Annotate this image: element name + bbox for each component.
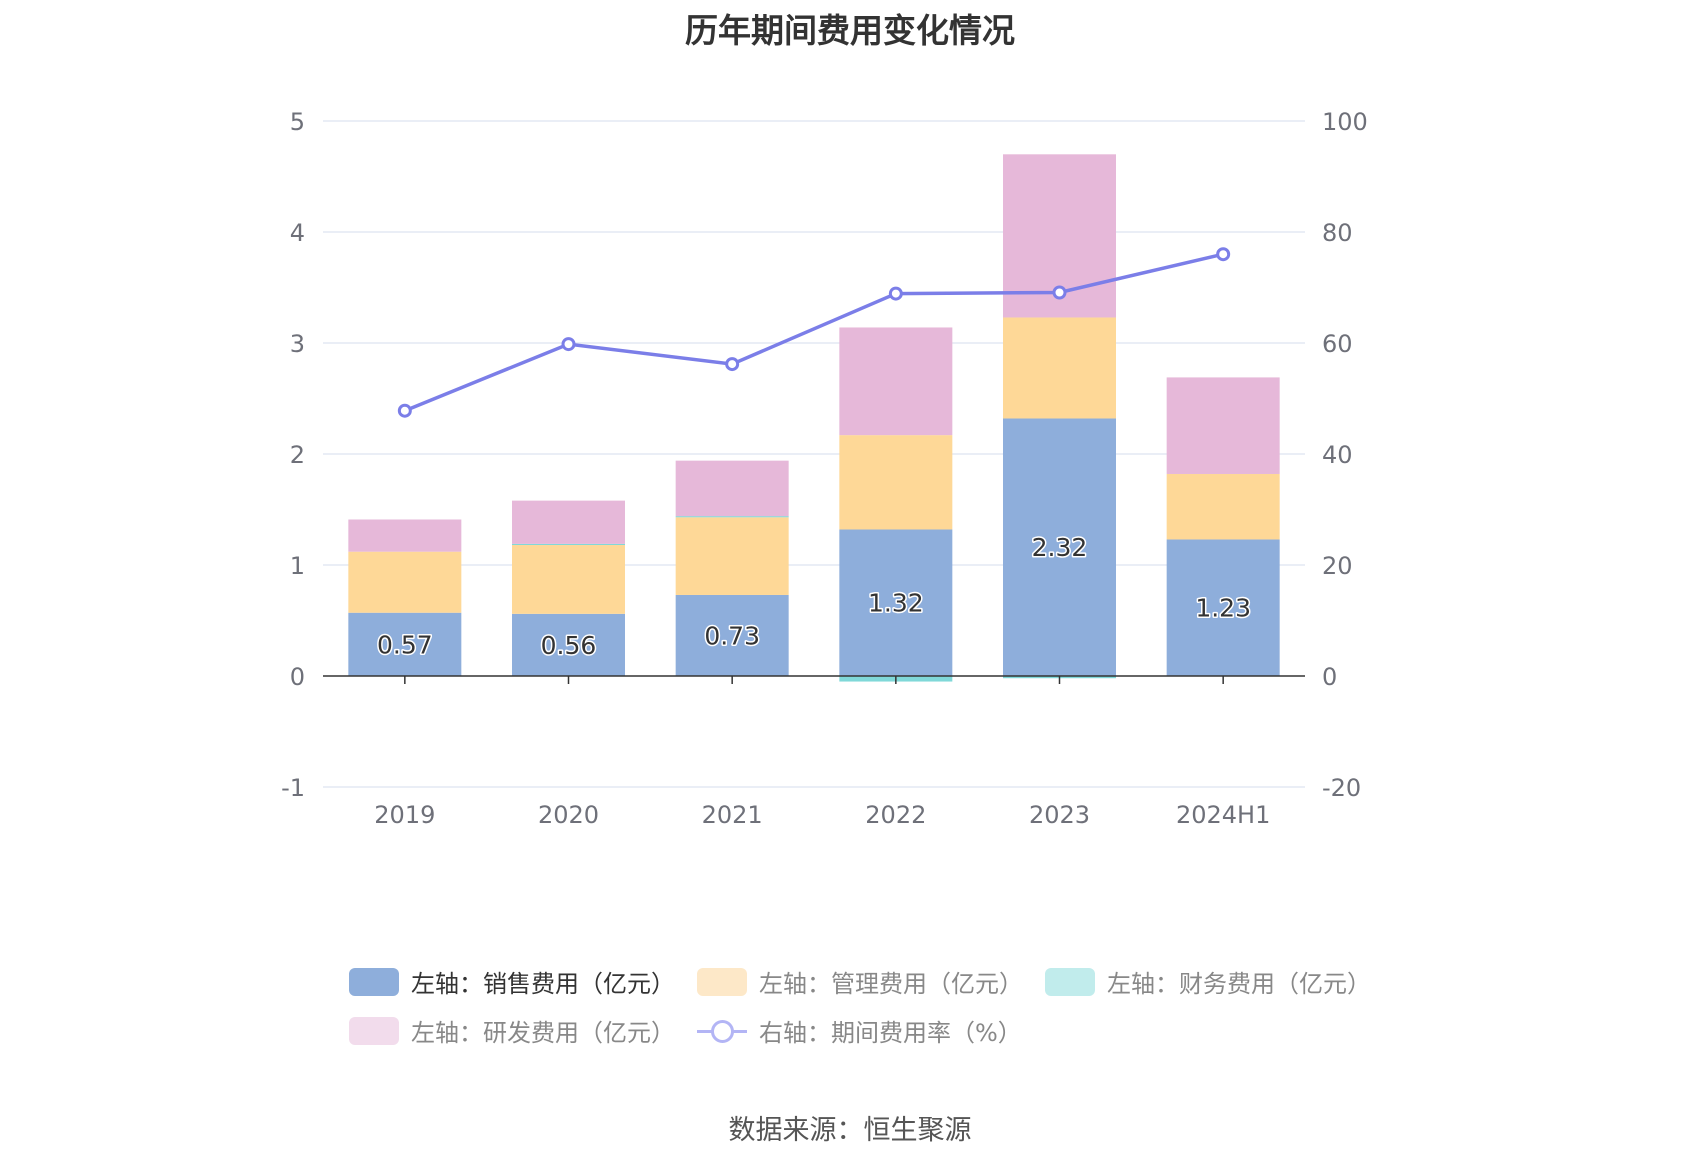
- x-tick-label: 2022: [865, 801, 926, 829]
- legend-swatch-sales: [349, 967, 399, 996]
- bar-segment: [675, 594, 789, 676]
- bar-segment: [1166, 377, 1280, 474]
- data-label: 1.23: [1195, 594, 1251, 623]
- legend-label-rate: 右轴：期间费用率（%）: [759, 1019, 1022, 1047]
- x-tick-label: 2019: [374, 801, 435, 829]
- rate-line: [404, 252, 1224, 413]
- y-left-tick-label: 0: [290, 663, 305, 691]
- data-label: 1.32: [868, 589, 924, 618]
- legend-item-rate[interactable]: 右轴：期间费用率（%）: [697, 1013, 1022, 1048]
- y-left-tick-label: 3: [290, 330, 305, 358]
- bar-segment: [839, 529, 953, 676]
- bar-segment: [839, 435, 953, 530]
- y-right-tick-label: -20: [1322, 774, 1361, 802]
- y-left-tick-label: -1: [281, 774, 305, 802]
- bar-segment: [512, 613, 625, 676]
- rate-point: [1216, 247, 1231, 262]
- legend-label-finance: 左轴：财务费用（亿元）: [1107, 970, 1371, 998]
- legend-item-finance[interactable]: 左轴：财务费用（亿元）: [1045, 964, 1371, 999]
- y-left-tick-label: 5: [290, 108, 305, 136]
- bar-segment: [512, 545, 625, 614]
- legend-line-icon: [697, 1017, 747, 1045]
- y-right-tick-label: 40: [1322, 441, 1353, 469]
- data-label: 2.32: [1032, 533, 1088, 562]
- legend-label-sales: 左轴：销售费用（亿元）: [411, 970, 675, 998]
- legend-item-rd[interactable]: 左轴：研发费用（亿元）: [349, 1013, 675, 1048]
- bar-segment: [348, 519, 462, 552]
- bar-segment: [512, 500, 625, 544]
- y-right-tick-label: 80: [1322, 219, 1353, 247]
- rate-point: [561, 337, 576, 352]
- legend-label-admin: 左轴：管理费用（亿元）: [759, 970, 1023, 998]
- y-right-tick-label: 60: [1322, 330, 1353, 358]
- legend-swatch-rd: [349, 1016, 399, 1045]
- x-tick-label: 2020: [538, 801, 599, 829]
- bar-segment: [1003, 317, 1116, 419]
- chart-title: 历年期间费用变化情况: [685, 11, 1015, 50]
- bar-segment: [675, 517, 789, 595]
- rate-point: [888, 286, 903, 301]
- bar-segment: [348, 612, 462, 676]
- data-source: 数据来源：恒生聚源: [728, 1115, 972, 1146]
- y-right-tick-label: 100: [1322, 108, 1368, 136]
- legend-item-sales[interactable]: 左轴：销售费用（亿元）: [349, 964, 675, 999]
- rate-point: [397, 403, 412, 418]
- data-label: 0.56: [541, 631, 597, 660]
- y-right-tick-label: 0: [1322, 663, 1337, 691]
- x-tick-label: 2023: [1029, 801, 1090, 829]
- bar-segment: [675, 460, 789, 517]
- rate-point: [1052, 285, 1067, 300]
- bar-segment: [512, 543, 625, 546]
- legend-item-admin[interactable]: 左轴：管理费用（亿元）: [697, 964, 1023, 999]
- y-left-tick-label: 1: [290, 552, 305, 580]
- legend-swatch-finance: [1045, 967, 1095, 996]
- bar-segment: [1166, 539, 1280, 676]
- bar-segment: [1003, 418, 1116, 676]
- bar-segment: [675, 516, 789, 518]
- bar-segment: [1166, 473, 1280, 540]
- y-right-tick-label: 20: [1322, 552, 1353, 580]
- bar-segment: [839, 327, 953, 436]
- rate-point: [725, 357, 740, 372]
- legend-label-rd: 左轴：研发费用（亿元）: [411, 1019, 675, 1047]
- y-left-tick-label: 2: [290, 441, 305, 469]
- x-tick-label: 2024H1: [1176, 801, 1270, 829]
- data-label: 0.57: [377, 630, 433, 659]
- legend-swatch-admin: [697, 967, 747, 996]
- x-tick-label: 2021: [702, 801, 763, 829]
- y-left-tick-label: 4: [290, 219, 305, 247]
- data-label: 0.73: [704, 621, 760, 650]
- bar-segment: [348, 551, 462, 613]
